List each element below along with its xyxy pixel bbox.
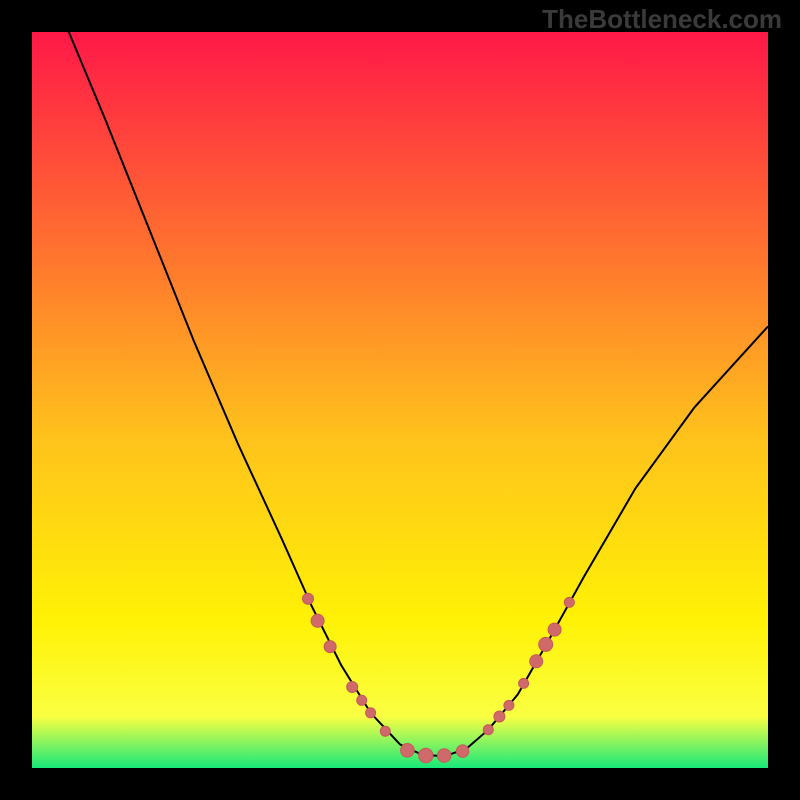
curve-marker xyxy=(380,726,390,736)
curve-marker xyxy=(548,623,561,636)
curve-marker xyxy=(539,637,553,651)
curve-marker xyxy=(311,614,324,627)
chart-svg xyxy=(0,0,800,800)
curve-marker xyxy=(494,711,505,722)
curve-marker xyxy=(437,749,451,763)
curve-marker xyxy=(504,700,514,710)
curve-marker xyxy=(303,593,314,604)
curve-marker xyxy=(357,695,367,705)
curve-marker xyxy=(530,655,543,668)
curve-marker xyxy=(401,744,415,758)
chart-container: TheBottleneck.com xyxy=(0,0,800,800)
bottleneck-curve-line xyxy=(69,32,768,756)
curve-marker xyxy=(564,597,574,607)
curve-marker xyxy=(483,725,493,735)
curve-marker xyxy=(419,748,433,762)
curve-marker xyxy=(519,678,529,688)
curve-marker xyxy=(456,745,468,757)
curve-marker xyxy=(324,641,336,653)
curve-markers-group xyxy=(303,593,575,763)
curve-marker xyxy=(347,682,358,693)
curve-marker xyxy=(366,708,376,718)
